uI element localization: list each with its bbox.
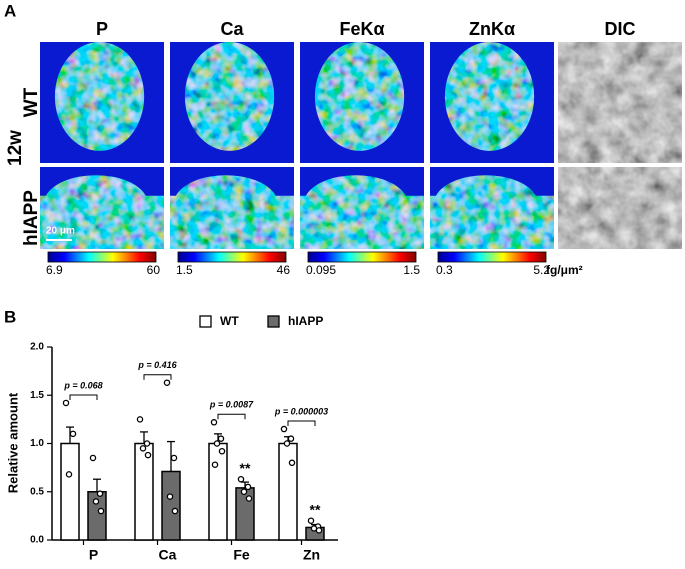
colorbar-max: 46 [277, 263, 291, 277]
data-point [307, 517, 315, 524]
data-point [237, 475, 245, 483]
data-point [213, 440, 221, 447]
scale-bar-label: 20 μm [46, 226, 75, 237]
legend-swatch [267, 315, 280, 328]
data-point [217, 435, 225, 442]
xrf-map-texture [54, 42, 145, 151]
colorbar [437, 251, 547, 263]
panel-label: B [4, 307, 16, 326]
dic-image [558, 167, 682, 249]
x-tick-label: Zn [303, 547, 320, 563]
data-point [136, 416, 144, 423]
column-header: ZnKα [469, 19, 515, 39]
data-point [244, 483, 252, 491]
colorbar-min: 1.5 [176, 263, 193, 277]
panel-label: A [4, 1, 16, 20]
y-axis-label: Relative amount [5, 392, 20, 493]
p-bracket [287, 420, 316, 427]
colorbar-unit: fg/μm² [546, 263, 583, 277]
y-tick-label: 0.5 [30, 486, 44, 497]
xrf-map-texture [444, 42, 535, 151]
data-point [210, 419, 218, 426]
bar [161, 470, 181, 541]
bar [60, 442, 80, 541]
p-value: p = 0.000003 [274, 406, 328, 416]
bar [134, 442, 154, 541]
data-point [62, 399, 70, 407]
colorbar-max: 1.5 [403, 263, 420, 277]
xrf-map-texture [314, 42, 405, 151]
column-header: FeKα [339, 19, 384, 39]
data-point [283, 440, 291, 447]
x-tick-label: Ca [159, 547, 177, 563]
panel-b: B Relative amount [4, 307, 20, 493]
y-tick-label: 1.0 [30, 438, 44, 449]
colorbar-max: 5.2 [533, 263, 550, 277]
data-point [69, 430, 77, 438]
colorbar [47, 251, 157, 263]
significance: ** [310, 501, 321, 517]
y-tick-label: 2.0 [30, 342, 44, 353]
legend-label: WT [220, 314, 239, 328]
data-point [218, 447, 226, 455]
x-tick-label: Fe [233, 547, 250, 563]
x-tick-label: P [89, 547, 98, 563]
data-point [166, 493, 174, 500]
colorbar-min: 0.3 [436, 263, 453, 277]
legend-swatch [199, 315, 212, 328]
texture [444, 42, 535, 151]
row-label: hIAPP [21, 190, 42, 246]
data-point [97, 507, 105, 515]
data-point [163, 379, 171, 386]
data-point [144, 451, 152, 459]
bar [235, 487, 255, 541]
colorbar-min: 6.9 [46, 263, 63, 277]
row-label: WT [21, 87, 42, 117]
p-value: p = 0.068 [63, 380, 102, 390]
bar [278, 442, 298, 541]
data-point [89, 454, 97, 462]
legend-label: hIAPP [288, 314, 323, 328]
colorbar [177, 251, 287, 263]
data-point [170, 454, 178, 462]
texture [184, 42, 275, 151]
data-point [280, 425, 288, 433]
data-point [240, 488, 248, 495]
column-header: Ca [220, 19, 244, 39]
dic-image [558, 42, 682, 163]
data-point [315, 527, 323, 534]
data-point [92, 498, 100, 505]
p-value: p = 0.416 [137, 360, 177, 370]
age-label: 12w [5, 130, 26, 166]
bar [208, 442, 228, 541]
p-value: p = 0.0087 [209, 400, 254, 410]
y-tick-label: 0.0 [30, 535, 44, 546]
data-point [96, 490, 104, 497]
significance: ** [240, 460, 251, 476]
p-bracket [217, 413, 246, 420]
data-point [139, 445, 147, 452]
data-point [65, 471, 73, 478]
colorbar-min: 0.095 [306, 263, 336, 277]
panel-a: A 12w [4, 1, 26, 165]
y-tick-label: 1.5 [30, 390, 44, 401]
p-bracket [143, 374, 172, 380]
texture [54, 42, 145, 151]
colorbar [307, 251, 417, 263]
texture [314, 42, 405, 151]
column-header: DIC [605, 19, 636, 39]
p-bracket [69, 394, 98, 400]
data-point [171, 507, 179, 515]
data-point [211, 461, 219, 468]
data-point [288, 459, 296, 467]
column-header: P [96, 19, 108, 39]
data-point [143, 440, 151, 447]
xrf-map-texture [184, 42, 275, 151]
data-point [245, 495, 253, 502]
colorbar-max: 60 [147, 263, 161, 277]
data-point [287, 435, 295, 442]
